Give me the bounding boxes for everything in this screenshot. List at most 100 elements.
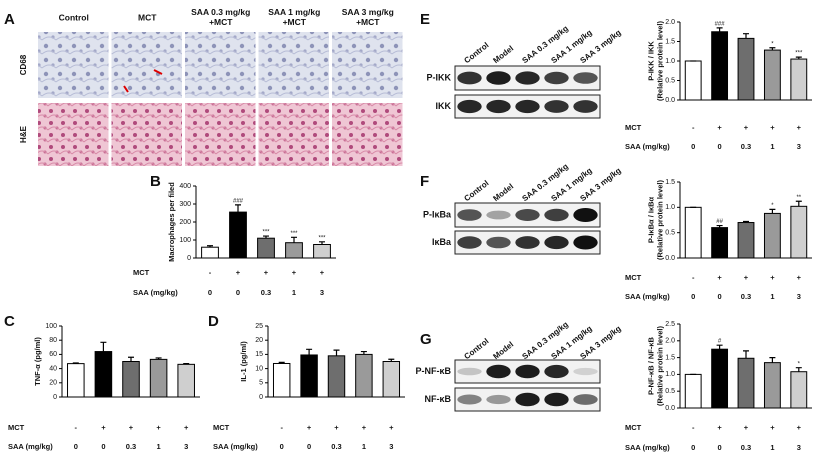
bar	[67, 363, 85, 398]
band	[457, 394, 482, 405]
micrograph	[258, 32, 329, 98]
row-label: MCT	[625, 423, 642, 432]
error-bar	[769, 357, 776, 363]
row-value: 0	[718, 443, 722, 452]
y-tick-label: 80	[49, 337, 57, 344]
bar	[201, 246, 219, 259]
row-value: +	[770, 123, 775, 132]
y-tick-label: 400	[179, 183, 191, 190]
row-label: SAA (mg/kg)	[8, 442, 53, 451]
row-value: +	[320, 268, 325, 277]
row-value: +	[101, 423, 106, 432]
row-label: CD68	[19, 54, 28, 75]
row-value: +	[770, 273, 775, 282]
bar	[684, 60, 702, 101]
band	[544, 100, 569, 113]
error-bar	[207, 245, 213, 248]
bar	[711, 348, 729, 409]
micrograph	[185, 32, 256, 98]
band	[573, 394, 598, 405]
y-tick-label: 10	[255, 365, 263, 372]
error-bar	[716, 344, 723, 350]
y-tick-label: 2.5	[665, 321, 675, 328]
row-value: 0.3	[331, 442, 341, 451]
row-value: +	[717, 273, 722, 282]
y-tick-label: 1.5	[665, 38, 675, 45]
y-tick-label: 20	[255, 337, 263, 344]
row-value: +	[264, 268, 269, 277]
bar	[790, 58, 808, 101]
row-value: 1	[157, 442, 161, 451]
error-bar	[291, 236, 297, 243]
row-value: 0.3	[741, 142, 751, 151]
y-axis-label: P-IκBα / IκBα(Relative protein level)	[646, 179, 664, 260]
y-tick-label: 1.0	[665, 58, 675, 65]
band	[544, 392, 569, 407]
bar	[257, 237, 275, 259]
row-value: 0	[74, 442, 78, 451]
error-bar	[333, 349, 340, 356]
error-bar	[716, 224, 723, 228]
y-tick-label: 100	[179, 237, 191, 244]
significance: #	[718, 339, 722, 345]
bar	[272, 362, 291, 398]
band	[544, 235, 569, 250]
band	[544, 208, 569, 222]
row-label: SAA (mg/kg)	[625, 443, 670, 452]
row-value: +	[744, 423, 749, 432]
significance: ###	[715, 21, 726, 27]
row-value: 3	[320, 288, 324, 297]
y-tick-label: 20	[49, 380, 57, 387]
row-value: 1	[362, 442, 366, 451]
error-bar	[743, 220, 749, 223]
micrograph	[258, 103, 329, 166]
micrograph	[111, 32, 182, 98]
row-value: +	[184, 423, 189, 432]
band	[544, 364, 569, 379]
lane-label: Model	[491, 182, 515, 203]
band	[515, 71, 540, 85]
bar	[300, 354, 318, 398]
row-value: 3	[797, 142, 801, 151]
lane-label: Model	[491, 340, 515, 361]
row-value: +	[307, 423, 312, 432]
bar	[790, 205, 808, 259]
row-value: 1	[770, 443, 774, 452]
row-value: +	[744, 273, 749, 282]
band-label: NF-κB	[424, 394, 451, 404]
band	[486, 236, 511, 249]
row-label: SAA (mg/kg)	[625, 142, 670, 151]
y-tick-label: 1.0	[665, 204, 675, 211]
band	[486, 210, 511, 220]
band-label: P-NF-κB	[415, 366, 451, 376]
panel-label: G	[420, 331, 432, 348]
y-tick-label: 200	[179, 219, 191, 226]
bar	[327, 355, 346, 398]
band	[486, 394, 511, 405]
bar	[94, 351, 113, 398]
row-value: +	[770, 423, 775, 432]
band	[486, 71, 511, 85]
panel-label: C	[4, 313, 15, 330]
row-label: MCT	[213, 423, 230, 432]
y-tick-label: 0	[53, 394, 57, 401]
band	[573, 208, 598, 222]
row-label: H&E	[19, 125, 28, 143]
row-value: 3	[184, 442, 188, 451]
row-label: SAA (mg/kg)	[213, 442, 258, 451]
row-value: 0	[691, 142, 695, 151]
row-value: 1	[770, 292, 774, 301]
row-value: 0	[280, 442, 284, 451]
row-value: +	[797, 123, 802, 132]
row-value: -	[280, 423, 283, 432]
error-bar	[743, 350, 749, 359]
row-label: SAA (mg/kg)	[625, 292, 670, 301]
row-value: 0	[208, 288, 212, 297]
row-label: SAA (mg/kg)	[133, 288, 178, 297]
row-value: 0	[101, 442, 105, 451]
row-label: MCT	[625, 273, 642, 282]
error-bar	[183, 363, 190, 365]
y-axis-label: Macrophages per filed	[167, 182, 176, 262]
error-bar	[716, 27, 723, 32]
